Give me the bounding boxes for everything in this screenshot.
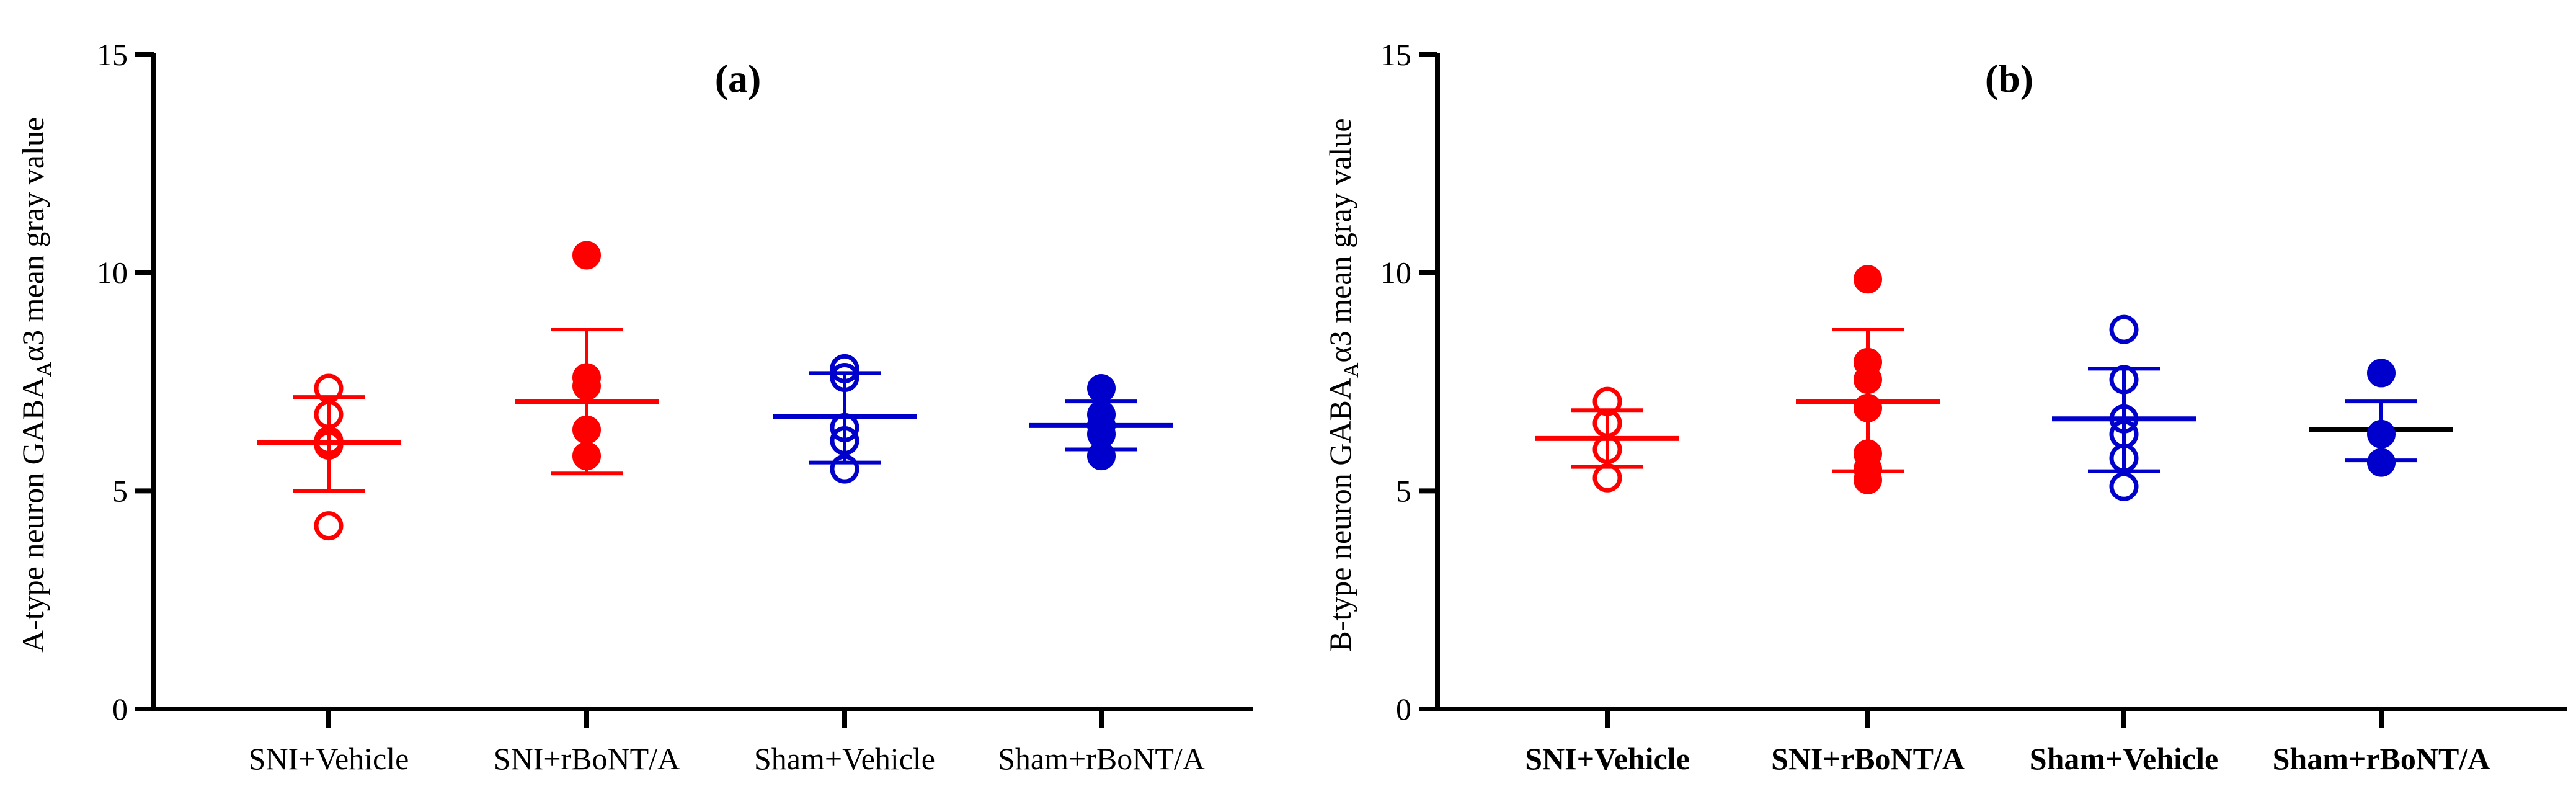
data-point xyxy=(2109,365,2139,395)
data-point xyxy=(1592,386,1622,416)
x-tick-label: Sham+rBoNT/A xyxy=(2273,741,2490,776)
y-tick-label: 5 xyxy=(112,473,128,508)
data-point xyxy=(2109,404,2139,434)
y-axis-title: B-type neuron GABAAα3 mean gray value xyxy=(1323,118,1363,651)
x-tick-label: Sham+rBoNT/A xyxy=(998,741,1205,776)
x-tick-label: SNI+Vehicle xyxy=(1525,741,1690,776)
series-group xyxy=(1029,374,1173,471)
data-point xyxy=(2367,359,2396,388)
y-tick-label: 10 xyxy=(97,256,128,290)
panel-b: 0 5 10 15 SNI+Vehicle SNI+rBoNT/A Sham+Vehicle… xyxy=(1323,37,2567,776)
data-point xyxy=(2109,314,2139,344)
y-axis-title-rest: α3 mean gray value xyxy=(16,117,50,362)
series-group xyxy=(1796,265,1940,494)
panel-title: (a) xyxy=(715,56,762,100)
x-tick-label: SNI+rBoNT/A xyxy=(494,741,680,776)
data-point xyxy=(1854,393,1882,422)
data-point xyxy=(314,511,344,541)
y-axis-title: A-type neuron GABAAα3 mean gray value xyxy=(16,117,56,653)
data-point xyxy=(830,413,859,442)
series-group xyxy=(515,241,659,476)
data-point xyxy=(2109,471,2139,501)
y-tick-label: 5 xyxy=(1396,473,1411,508)
y-axis-title-subscript: A xyxy=(1340,362,1363,378)
series-group xyxy=(1535,386,1679,493)
data-point xyxy=(2367,419,2396,448)
x-tick-label: Sham+Vehicle xyxy=(754,741,935,776)
data-point xyxy=(1592,463,1622,493)
data-point xyxy=(2109,419,2139,449)
data-point xyxy=(2367,448,2396,477)
y-axis-title-main: B-type neuron GABA xyxy=(1323,378,1357,652)
data-point xyxy=(1087,374,1116,403)
data-point xyxy=(830,454,859,484)
y-tick-label: 0 xyxy=(1396,692,1411,726)
y-tick-label: 0 xyxy=(112,692,128,726)
y-tick-label: 10 xyxy=(1380,256,1411,290)
data-point xyxy=(314,373,344,403)
data-point xyxy=(1854,265,1882,294)
series-group xyxy=(2309,359,2453,477)
x-tick-label: SNI+rBoNT/A xyxy=(1771,741,1965,776)
y-tick-label: 15 xyxy=(1380,37,1411,72)
data-point xyxy=(572,363,601,392)
panel-a: 0 5 10 15 SNI+Vehicle SNI+rBoNT/A Sham+Vehicle… xyxy=(16,37,1253,776)
panel-title: (b) xyxy=(1985,56,2033,100)
series-group xyxy=(257,373,401,541)
data-point xyxy=(830,354,859,383)
y-axis-title-subscript: A xyxy=(33,362,56,377)
series-group xyxy=(2052,314,2196,501)
data-point xyxy=(1854,347,1882,377)
data-point xyxy=(1854,439,1882,468)
data-point xyxy=(830,362,859,392)
data-point xyxy=(572,415,601,444)
x-tick-label: Sham+Vehicle xyxy=(2030,741,2218,776)
data-point xyxy=(572,241,601,270)
data-point xyxy=(830,426,859,455)
data-point xyxy=(572,442,601,471)
y-axis-title-rest: α3 mean gray value xyxy=(1323,118,1357,362)
data-point xyxy=(1087,400,1116,429)
y-tick-label: 15 xyxy=(97,37,128,72)
y-axis-title-main: A-type neuron GABA xyxy=(16,377,50,653)
series-group xyxy=(773,354,917,484)
data-point xyxy=(1592,408,1622,438)
x-tick-label: SNI+Vehicle xyxy=(249,741,409,776)
